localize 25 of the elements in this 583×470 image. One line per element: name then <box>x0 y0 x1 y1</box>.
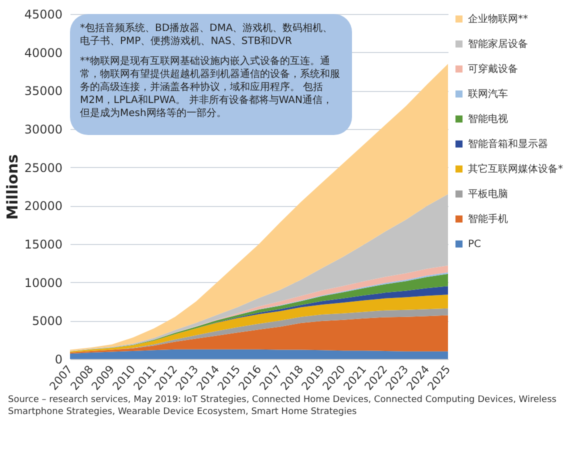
y-tick-label: 20000 <box>24 199 62 214</box>
legend-label: 可穿戴设备 <box>468 63 518 75</box>
y-tick-label: 35000 <box>24 84 62 98</box>
legend-label: 企业物联网** <box>468 13 528 25</box>
y-tick-label: 40000 <box>24 46 62 60</box>
legend-label: 智能音箱和显示器 <box>468 138 548 150</box>
source-note: Source – research services, May 2019: IoT Strategies, Connected Home Devices, Connected Computing Devices, Wireless Smartphone Strategies, Wearable Device Ecosystem, Smart Home Strategies <box>7 394 558 418</box>
y-tick-label: 30000 <box>24 122 62 136</box>
legend-label: PC <box>468 239 482 250</box>
y-tick-label: 45000 <box>24 8 62 22</box>
y-axis-title: Millions <box>3 154 22 220</box>
callout-box: *包括音频系统、BD播放器、DMA、游戏机、数码相机、电子书、PMP、便携游戏机、NAS、STB和DVR **物联网是现有互联网基础设施内嵌入式设备的互连。通常，物联网有望提供超越机器到机器通信的设备，系统和服务的高级连接，并涵盖各种协议，域和应用程序。 包括M2M，LPLA和LPWA。 并非所有设备都将与WAN通信，但是成为Mesh网络等的一部分。 <box>70 14 352 135</box>
y-tick-label: 5000 <box>32 314 62 328</box>
legend-label: 平板电脑 <box>468 188 508 200</box>
y-tick-label: 15000 <box>24 238 62 252</box>
y-tick-label: 25000 <box>24 160 62 175</box>
annotation: *包括音频系统、BD播放器、DMA、游戏机、数码相机、电子书、PMP、便携游戏机、NAS、STB和DVR <box>80 22 334 48</box>
annotation: **物联网是现有互联网基础设施内嵌入式设备的互连。通常，物联网有望提供超越机器到机器通信的设备，系统和服务的高级连接，并涵盖各种协议，域和应用程序。 包括M2M，LPLA和LPWA。 并非所有设备都将与WAN通信，但是成为Mesh网络等的一部分。 <box>80 55 341 120</box>
y-tick-label: 0 <box>54 352 62 366</box>
y-tick-label: 10000 <box>24 276 62 290</box>
legend-label: 联网汽车 <box>468 88 508 100</box>
legend-label: 智能电视 <box>468 113 508 125</box>
legend-label: 智能手机 <box>468 213 508 225</box>
legend-label: 智能家居设备 <box>468 38 528 50</box>
legend-label: 其它互联网媒体设备* <box>468 163 563 175</box>
